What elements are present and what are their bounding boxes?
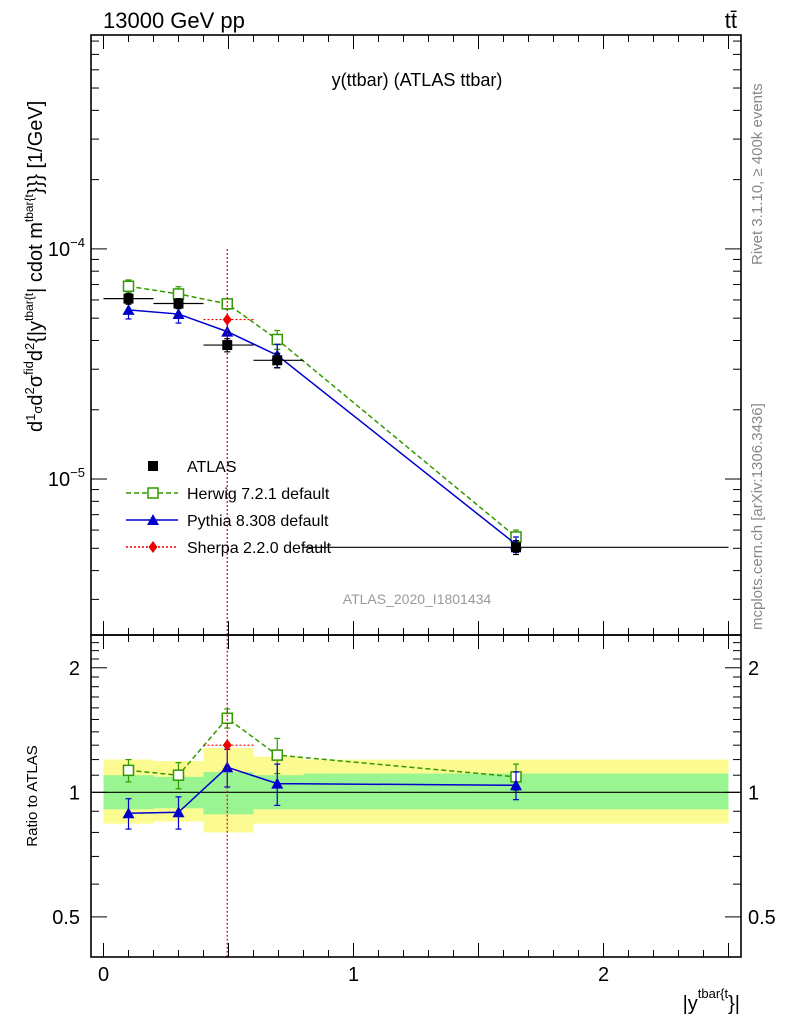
main-title: y(ttbar) (ATLAS ttbar) [332,70,503,90]
atlas-point [272,355,283,366]
x-axis-label: |ytbar{t}| [683,986,740,1015]
ratio-frame [90,634,742,958]
y-tick-label: 10−4 [48,235,85,261]
side-label-top: Rivet 3.1.10, ≥ 400k events [749,83,766,265]
ratio-series-group [122,635,522,957]
series-atlas [103,292,729,556]
process-label: tt̄ [725,8,737,33]
legend: ATLAS Herwig 7.2.1 default Pythia 8.308 de… [126,459,332,557]
atlas-point [123,293,134,304]
pythia-8-308-default-point [510,779,522,791]
side-label-bottom: mcplots.cern.ch [arXiv:1306.3436] [749,403,766,630]
series-sherpa-2-2-0-default [203,248,254,635]
y-tick-label-right: 1 [748,782,759,804]
x-tick-label: 2 [598,964,609,986]
atlas-point [511,542,521,553]
herwig-7-2-1-default-point [172,288,185,300]
pythia-8-308-default-point [221,325,234,337]
ratio-band-group [91,747,741,833]
legend-label-sherpa-2-2-0-default: Sherpa 2.2.0 default [187,540,332,557]
y-tick-label: 2 [69,658,80,680]
series-sherpa-2-2-0-default [203,635,254,957]
ratio-band-inner [203,771,254,815]
herwig-7-2-1-default-point [221,298,233,310]
herwig-7-2-1-default-point [271,749,283,761]
main-series-group [103,248,729,635]
y-tick-label-right: 2 [748,658,759,680]
ratio-y-axis-label: Ratio to ATLAS [24,745,41,846]
pythia-8-308-default-point [122,303,135,315]
legend-label-pythia-8-308-default: Pythia 8.308 default [187,513,329,530]
main-watermark: ATLAS_2020_I1801434 [343,591,492,607]
sherpa-2-2-0-default-point [222,739,232,752]
y-tick-label: 1 [69,782,80,804]
pythia-8-308-default-point [172,308,185,320]
series-herwig-7-2-1-default [122,279,522,545]
y-tick-label: 10−5 [48,465,85,491]
pythia-8-308-default-point [172,806,185,818]
pythia-8-308-default-line [128,309,517,545]
energy-label: 13000 GeV pp [103,8,245,33]
atlas-point [222,340,233,351]
y-tick-label-right: 0.5 [748,907,776,929]
herwig-7-2-1-default-point [271,333,283,346]
herwig-7-2-1-default-point [122,280,135,293]
pythia-8-308-default-point [122,807,135,819]
herwig-7-2-1-default-line [128,717,517,778]
legend-marker-pythia-8-308-default [147,514,159,525]
y-tick-label: 0.5 [52,907,80,929]
atlas-point [173,298,184,309]
herwig-7-2-1-default-point [172,769,185,781]
pythia-8-308-default-point [271,777,284,789]
main-panel: 10−5 10−4 y(ttbar) (ATLAS ttbar) ATLAS_20… [48,34,742,636]
sherpa-2-2-0-default-point [222,313,232,326]
legend-label-atlas: ATLAS [187,459,237,476]
herwig-7-2-1-default-point [122,764,135,777]
main-tick-group: 10−5 10−4 [48,35,741,635]
legend-marker-sherpa-2-2-0-default [148,541,158,553]
legend-label-herwig-7-2-1-default: Herwig 7.2.1 default [187,486,330,503]
legend-marker-atlas [148,461,158,471]
ratio-tick-group: 0 1 2 0.5 0.5 1 1 2 2 [52,634,776,986]
main-y-axis-label: d1σd2σfidd2{|ytbar{t| cdot mtbar{t}}} [1… [21,101,47,432]
legend-marker-herwig-7-2-1-default [147,487,159,499]
x-tick-label: 0 [98,964,109,986]
x-tick-label: 1 [348,964,359,986]
ratio-panel: 0 1 2 0.5 0.5 1 1 2 2 [52,634,776,986]
